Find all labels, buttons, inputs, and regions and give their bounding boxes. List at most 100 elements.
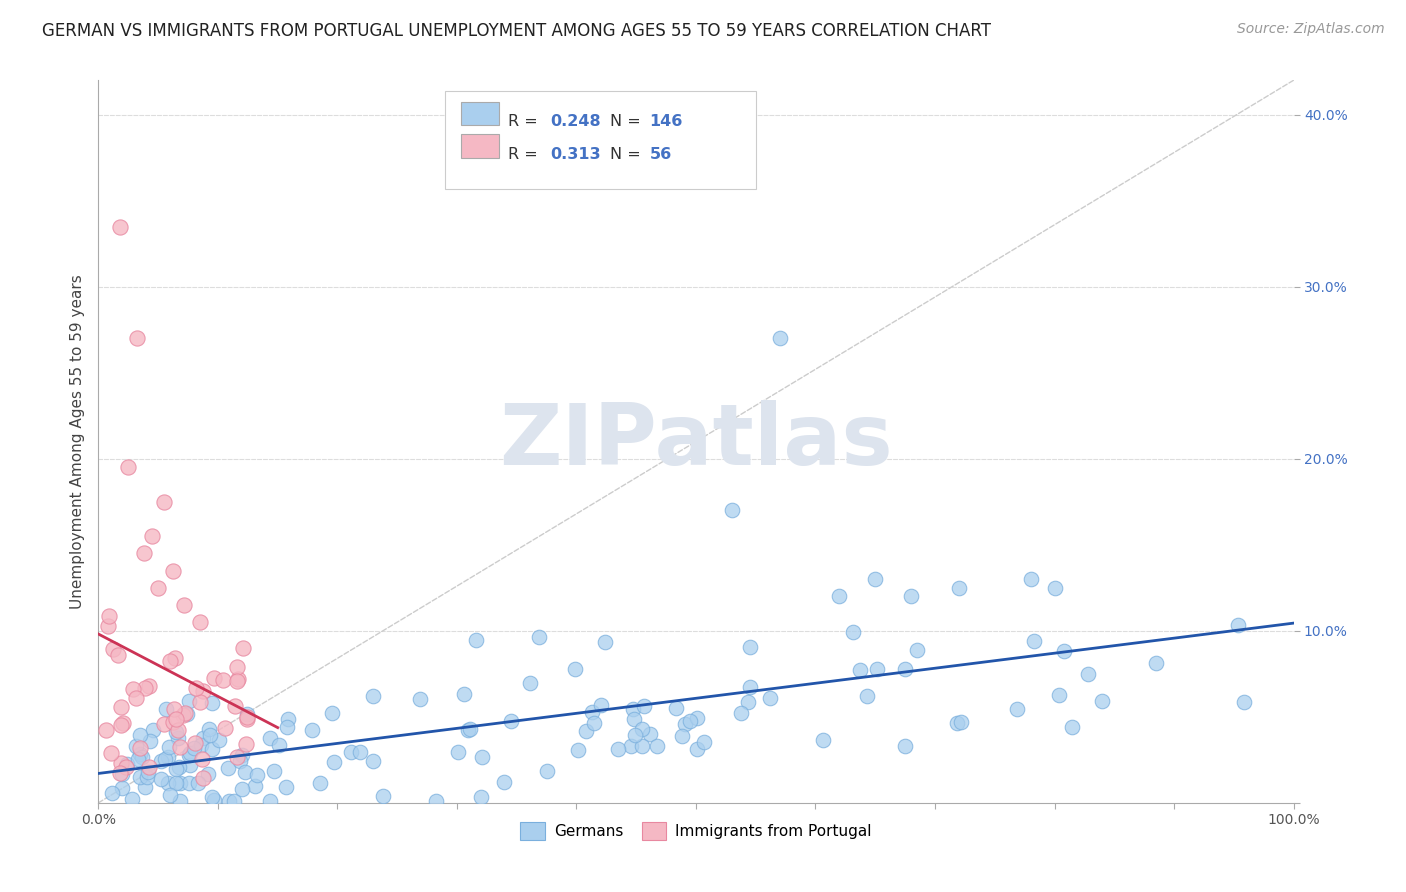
Point [125, 739, 148, 754]
Point [447, 745, 470, 759]
Point [730, 706, 752, 720]
Point [101, 642, 124, 657]
Point [363, 689, 385, 703]
Point [685, 741, 707, 756]
Point [183, 740, 205, 755]
Point [274, 780, 297, 795]
Point [94, 723, 117, 737]
Y-axis label: Unemployment Among Ages 55 to 59 years: Unemployment Among Ages 55 to 59 years [69, 274, 84, 609]
Point [111, 766, 134, 780]
Point [228, 673, 250, 687]
Point [231, 747, 253, 762]
Point [893, 662, 915, 676]
Point [226, 674, 249, 689]
Point [190, 738, 212, 752]
Point [132, 546, 155, 560]
Point [117, 460, 139, 475]
Point [169, 794, 191, 808]
Point [193, 731, 215, 746]
Point [138, 680, 160, 694]
Point [582, 715, 605, 730]
Point [458, 722, 481, 736]
Point [371, 789, 394, 803]
Point [721, 503, 744, 517]
Point [179, 748, 201, 763]
Point [165, 712, 187, 726]
Text: 0.313: 0.313 [550, 147, 600, 162]
Point [179, 758, 201, 772]
Point [631, 739, 654, 753]
Point [1019, 572, 1042, 586]
Point [125, 690, 148, 705]
Point [214, 721, 236, 735]
Point [638, 727, 661, 741]
Point [188, 615, 211, 630]
Point [159, 788, 181, 802]
Point [236, 706, 259, 721]
Point [183, 736, 205, 750]
Point [174, 706, 197, 721]
Point [128, 770, 150, 784]
Point [267, 739, 290, 753]
Point [624, 728, 647, 742]
Point [163, 702, 186, 716]
Point [127, 751, 149, 765]
Point [322, 755, 344, 769]
Point [150, 772, 173, 786]
Point [110, 756, 132, 771]
Point [900, 590, 922, 604]
Point [645, 739, 668, 754]
Point [163, 651, 186, 665]
Point [464, 632, 486, 647]
Point [737, 695, 759, 709]
Point [156, 776, 179, 790]
Point [97, 618, 120, 632]
Point [197, 767, 219, 781]
Point [191, 771, 214, 785]
Point [1091, 694, 1114, 708]
Point [589, 698, 612, 712]
Point [111, 780, 134, 795]
Text: GERMAN VS IMMIGRANTS FROM PORTUGAL UNEMPLOYMENT AMONG AGES 55 TO 59 YEARS CORREL: GERMAN VS IMMIGRANTS FROM PORTUGAL UNEMP… [42, 22, 991, 40]
Point [828, 590, 851, 604]
Point [191, 683, 214, 698]
Point [768, 331, 790, 345]
Point [201, 789, 224, 804]
Point [259, 794, 281, 808]
Text: R =: R = [509, 114, 543, 129]
Point [138, 760, 160, 774]
Point [121, 682, 143, 697]
Point [201, 742, 224, 756]
Point [949, 714, 972, 729]
Point [607, 742, 630, 756]
Point [759, 691, 782, 706]
Point [536, 764, 558, 778]
Point [100, 786, 122, 800]
Point [169, 776, 191, 790]
Point [172, 708, 194, 723]
Text: ZIPatlas: ZIPatlas [499, 400, 893, 483]
Point [630, 723, 652, 737]
Point [235, 737, 257, 751]
Point [564, 661, 586, 675]
Point [259, 731, 281, 745]
Text: 146: 146 [650, 114, 683, 129]
Point [162, 715, 184, 730]
Point [207, 733, 229, 747]
Point [110, 718, 132, 732]
Point [685, 711, 707, 725]
Point [155, 702, 177, 716]
Point [176, 707, 198, 722]
Point [671, 730, 693, 744]
Point [1233, 695, 1256, 709]
Point [134, 681, 156, 696]
Point [231, 781, 253, 796]
Point [202, 793, 225, 807]
Point [1077, 667, 1099, 681]
Point [811, 732, 834, 747]
Legend: Germans, Immigrants from Portugal: Germans, Immigrants from Portugal [515, 816, 877, 846]
Point [277, 712, 299, 726]
Point [153, 752, 176, 766]
Point [349, 745, 371, 759]
Point [100, 746, 122, 760]
